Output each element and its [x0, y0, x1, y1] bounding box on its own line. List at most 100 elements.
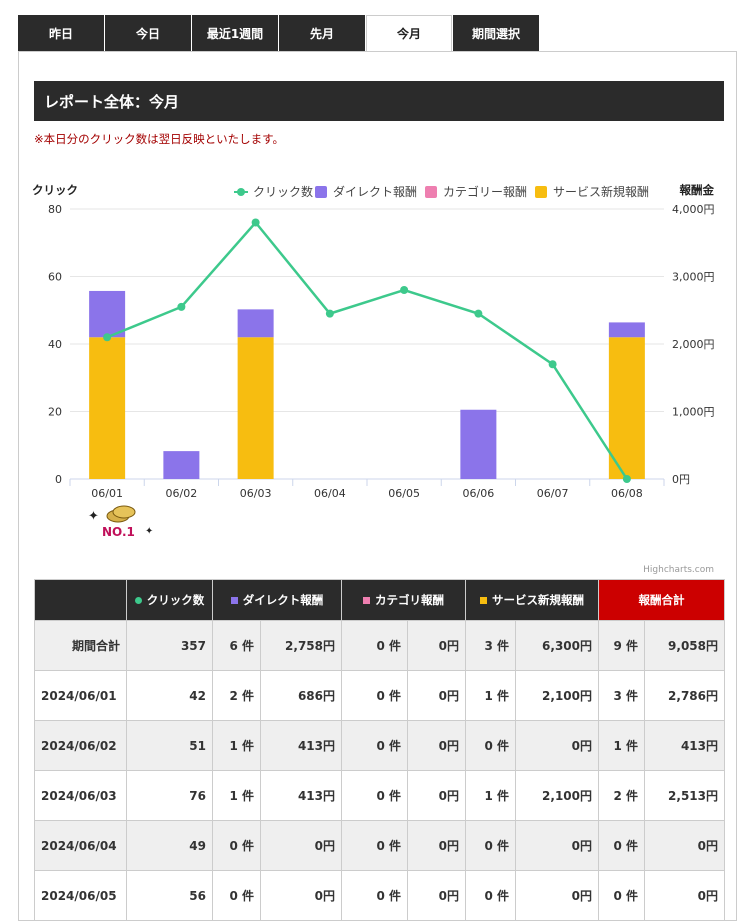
y-left-tick-label: 60	[48, 271, 62, 284]
x-tick-label: 06/05	[388, 487, 420, 500]
cell-category-amount: 0円	[407, 870, 466, 921]
cell-total-amount: 2,513円	[644, 770, 725, 821]
header-blank	[34, 579, 127, 621]
x-tick-label: 06/04	[314, 487, 346, 500]
cell-service-count: 0 件	[465, 870, 516, 921]
clicks-point	[400, 286, 409, 294]
report-table-body: 期間合計 357 6 件 2,758円 0 件 0円 3 件 6,300円 9 件 9,058円 2…	[34, 620, 725, 921]
coin-icon	[112, 505, 136, 519]
cell-service-amount: 2,100円	[515, 770, 599, 821]
period-tabs: 昨日 今日 最近1週間 先月 今月 期間選択	[18, 15, 540, 51]
cell-direct-count: 2 件	[212, 670, 261, 721]
y-right-tick-label: 3,000円	[672, 271, 715, 284]
cell-label: 期間合計	[34, 620, 127, 671]
legend-label: サービス新規報酬	[553, 184, 649, 199]
cell-direct-amount: 413円	[260, 770, 342, 821]
tab-last-month[interactable]: 先月	[279, 15, 365, 51]
cell-category-amount: 0円	[407, 820, 466, 871]
cell-category-count: 0 件	[341, 620, 408, 671]
cell-total-count: 1 件	[598, 720, 645, 771]
tab-yesterday[interactable]: 昨日	[18, 15, 104, 51]
y-axis-left: 0 20 40 60 80	[48, 203, 62, 486]
cell-total-count: 9 件	[598, 620, 645, 671]
header-category: カテゴリ報酬	[341, 579, 466, 621]
clicks-point	[177, 302, 186, 311]
cell-clicks: 49	[126, 820, 213, 871]
cell-category-count: 0 件	[341, 670, 408, 721]
cell-label: 2024/06/03	[34, 770, 127, 821]
tab-last-week[interactable]: 最近1週間	[192, 15, 278, 51]
y-left-tick-label: 80	[48, 203, 62, 216]
table-row: 2024/06/02 51 1 件 413円 0 件 0円 0 件 0円 1 件 413円	[34, 720, 725, 771]
bar-segment	[608, 337, 645, 479]
clicks-point	[103, 333, 112, 342]
cell-service-amount: 6,300円	[515, 620, 599, 671]
cell-clicks: 76	[126, 770, 213, 821]
cell-direct-count: 0 件	[212, 870, 261, 921]
x-tick-label: 06/08	[611, 487, 643, 500]
chart-credits[interactable]: Highcharts.com	[643, 565, 714, 575]
cell-direct-amount: 0円	[260, 870, 342, 921]
legend-box-symbol	[315, 186, 327, 198]
table-row: 2024/06/04 49 0 件 0円 0 件 0円 0 件 0円 0 件 0円	[34, 820, 725, 871]
clicks-point	[622, 475, 631, 483]
clicks-point	[251, 218, 260, 227]
cell-total-count: 0 件	[598, 870, 645, 921]
cell-service-count: 0 件	[465, 720, 516, 771]
cell-category-amount: 0円	[407, 770, 466, 821]
legend-point-symbol	[237, 188, 245, 196]
cell-category-count: 0 件	[341, 720, 408, 771]
x-axis: 06/01 06/02 06/03 06/04 06/05 06/06 06/07 06/08	[69, 479, 665, 500]
cell-direct-count: 1 件	[212, 770, 261, 821]
y-right-tick-label: 2,000円	[672, 338, 715, 351]
cell-total-amount: 2,786円	[644, 670, 725, 721]
chart-bars	[89, 290, 645, 479]
sparkle-icon: ✦	[145, 526, 153, 537]
cell-service-amount: 2,100円	[515, 670, 599, 721]
service-marker	[480, 597, 487, 604]
click-reflection-note: ※本日分のクリック数は翌日反映といたします。	[34, 132, 284, 146]
cell-direct-amount: 686円	[260, 670, 342, 721]
bar-segment	[608, 322, 645, 338]
y-axis-right-title: 報酬金	[680, 183, 715, 197]
y-axis-right: 0円 1,000円 2,000円 3,000円 4,000円	[672, 203, 715, 486]
cell-category-amount: 0円	[407, 620, 466, 671]
legend-box-symbol	[535, 186, 547, 198]
tab-this-month[interactable]: 今月	[366, 15, 452, 51]
cell-total-amount: 413円	[644, 720, 725, 771]
table-row: 2024/06/01 42 2 件 686円 0 件 0円 1 件 2,100円 3 件 2,78…	[34, 670, 725, 721]
direct-marker	[230, 597, 238, 604]
cell-label: 2024/06/02	[34, 720, 127, 771]
report-title: レポート全体：今月	[34, 81, 724, 121]
legend-item: カテゴリー報酬	[425, 184, 527, 199]
table-row: 2024/06/03 76 1 件 413円 0 件 0円 1 件 2,100円 2 件 2,51…	[34, 770, 725, 821]
bar-segment	[89, 290, 126, 338]
table-row: 2024/06/05 56 0 件 0円 0 件 0円 0 件 0円 0 件 0円	[34, 870, 725, 921]
tab-today[interactable]: 今日	[105, 15, 191, 51]
cell-label: 2024/06/01	[34, 670, 127, 721]
x-tick-label: 06/03	[240, 487, 272, 500]
legend-label: ダイレクト報酬	[333, 184, 417, 199]
tab-period-select[interactable]: 期間選択	[453, 15, 539, 51]
cell-service-count: 1 件	[465, 770, 516, 821]
cell-service-count: 1 件	[465, 670, 516, 721]
clicks-line	[106, 220, 628, 480]
header-clicks: クリック数	[126, 579, 213, 621]
bar-segment	[89, 337, 126, 479]
y-axis-left-title: クリック	[32, 183, 78, 197]
cell-direct-count: 1 件	[212, 720, 261, 771]
legend-item: クリック数	[234, 184, 313, 199]
table-header-row: クリック数 ダイレクト報酬 カテゴリ報酬 サービス新規報酬 報酬合計	[34, 579, 725, 621]
header-direct: ダイレクト報酬	[212, 579, 342, 621]
clicks-point	[548, 360, 557, 369]
cell-total-amount: 0円	[644, 820, 725, 871]
chart-line	[103, 218, 631, 483]
header-total: 報酬合計	[598, 579, 725, 621]
cell-label: 2024/06/04	[34, 820, 127, 871]
x-tick-label: 06/07	[537, 487, 569, 500]
no1-badge: ✦ ✦ NO.1	[88, 505, 153, 539]
badge-text: NO.1	[102, 525, 135, 539]
y-right-tick-label: 0円	[672, 473, 690, 486]
x-tick-label: 06/02	[166, 487, 198, 500]
cell-total-count: 3 件	[598, 670, 645, 721]
